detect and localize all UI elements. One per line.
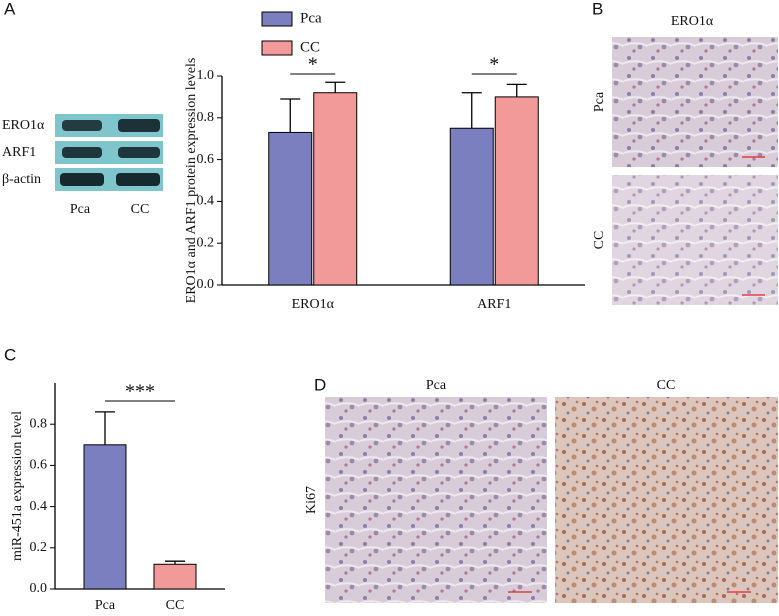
y-tick-label: 0.0 [197,277,215,292]
significance-label: * [308,54,318,76]
legend-swatch [261,11,293,27]
bar [313,92,358,286]
legend-swatch [261,40,293,56]
image-row-label: Ki67 [304,486,319,514]
error-bar [461,92,482,129]
y-tick-label: 0.0 [30,581,48,596]
ihc-image [325,397,547,603]
x-tick-label: ERO1α [292,297,335,312]
blot-column-label: CC [131,202,150,217]
blot-band [118,119,160,132]
x-tick-label: CC [166,598,185,613]
y-tick-label: 0.4 [30,499,48,514]
y-tick-label: 0.8 [30,416,48,431]
error-bar [325,81,346,93]
x-tick-label: Pca [95,598,116,613]
ihc-image [555,397,778,603]
y-tick-label: 0.6 [30,458,48,473]
panel-labels: A B C D [4,0,603,394]
y-tick-label: 1.0 [197,68,215,83]
bar [83,444,127,590]
significance-label: *** [125,381,155,403]
blot-column-label: Pca [70,202,91,217]
y-axis-label: miR-451a expression level [10,411,25,561]
blot-band [118,147,160,158]
image-column-label: Pca [426,378,447,393]
bar [268,131,313,286]
bar [494,96,539,286]
blot-band [62,120,102,131]
y-tick-label: 0.4 [197,194,215,209]
western-blot: ERO1α ARF1 β-actin Pca CC [2,114,163,217]
error-bar [165,560,185,565]
y-axis-label: ERO1α and ARF1 protein expression levels [184,58,199,304]
ihc-image [612,37,778,167]
bar [153,563,197,590]
blot-row-label: ARF1 [2,145,36,160]
image-row-label: Pca [592,91,607,112]
panel-label: B [592,0,603,18]
panel-label: A [4,0,16,18]
panel-label: C [4,345,16,364]
blot-row-label: ERO1α [2,118,45,133]
panel-label: D [314,375,326,394]
panel-d: Pca CC Ki67 [304,378,778,603]
blot-band [62,147,102,158]
error-bar [280,98,301,133]
x-tick-label: ARF1 [477,297,511,312]
blot-band [116,173,160,186]
blot-band [60,173,104,186]
y-tick-label: 0.6 [197,152,215,167]
ihc-image [612,175,778,305]
image-title: ERO1α [671,14,714,29]
blot-lane [55,141,163,164]
legend-label: CC [300,39,320,55]
bar [449,127,494,286]
error-bar [506,83,527,97]
panel-b: ERO1α Pca CC [592,14,778,305]
image-column-label: CC [657,378,676,393]
y-tick-label: 0.2 [197,235,215,250]
y-tick-label: 0.8 [197,110,215,125]
blot-row-label: β-actin [2,172,41,187]
significance-label: * [489,54,499,76]
image-row-label: CC [592,231,607,250]
legend-label: Pca [300,10,322,26]
error-bar [95,411,115,445]
y-tick-label: 0.2 [30,540,48,555]
